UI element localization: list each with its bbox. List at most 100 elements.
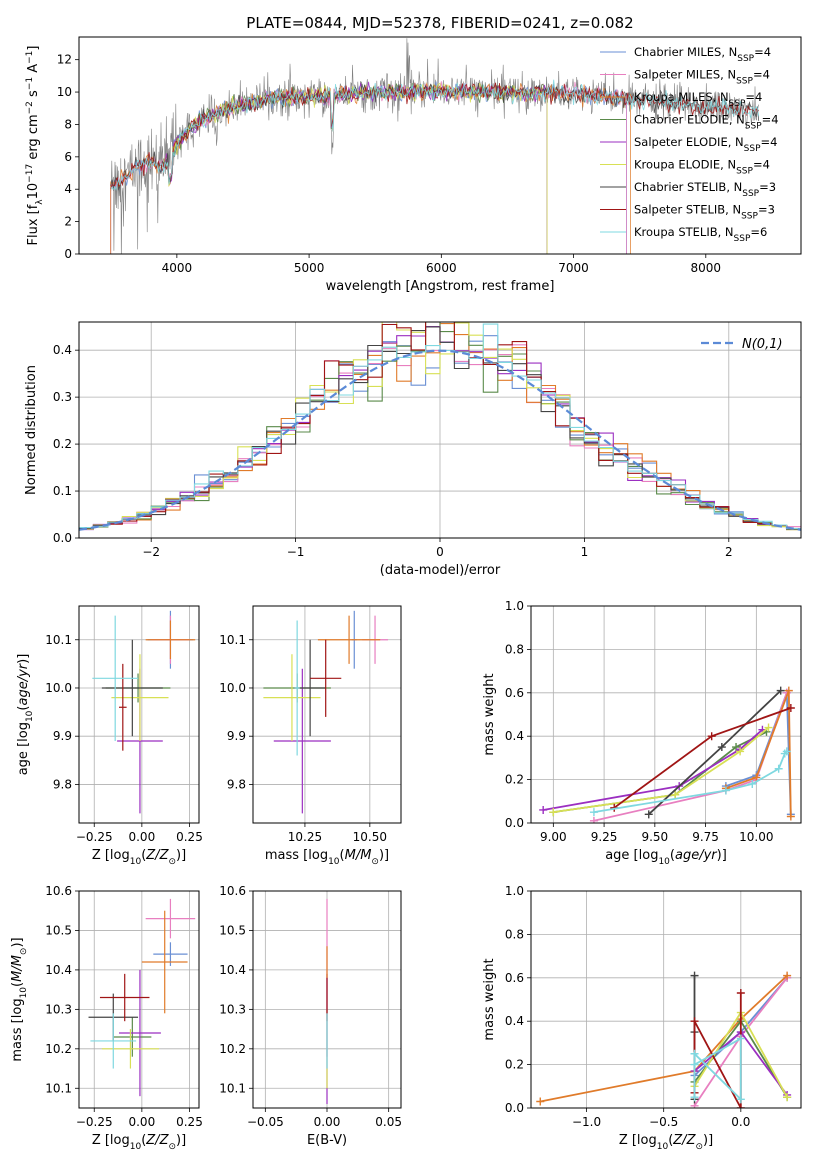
spectrum-panel: 4000 5000 6000 7000 8000 0 2 4 6 8 10 12 wavelength … — [25, 36, 802, 294]
y-tick-label: 10.4 — [219, 963, 246, 977]
y-tick-label: 0.3 — [53, 390, 72, 404]
series-marker — [774, 764, 783, 773]
legend-entry-salpeter-miles: Salpeter MILES, NSSP=4 — [600, 68, 770, 87]
series-marker — [671, 790, 680, 799]
model-kroupa-miles — [110, 82, 631, 254]
x-axis-label: Z [log10(Z/Z⊙)] — [92, 848, 186, 867]
series-marker — [690, 971, 699, 980]
series-marker — [736, 747, 745, 756]
errorbar-kroupa-elodie — [111, 654, 169, 742]
series-salpeter-stelib — [610, 703, 795, 812]
panel-plot — [539, 686, 795, 823]
series-marker — [732, 743, 741, 752]
series-marker — [721, 786, 730, 795]
series-kroupa-elodie — [549, 723, 773, 817]
legend-label: Salpeter STELIB, NSSP=3 — [634, 203, 775, 222]
age-vs-mass-panel: 10.25 10.50 9.8 9.9 10.0 10.1 mass [log10(M/M⊙… — [219, 605, 402, 867]
y-tick-label: 10.6 — [45, 884, 72, 898]
x-tick-label: 0.0 — [731, 1115, 750, 1129]
x-axis-label: E(B-V) — [307, 1133, 347, 1148]
series-marker — [786, 812, 795, 821]
mass-vs-EBV-panel: −0.05 0.00 0.05 10.1 10.2 10.3 10.4 10.5 10.6 E(B… — [219, 884, 402, 1148]
errorbar-salpeter-elodie — [273, 668, 331, 814]
residuals-plot — [79, 322, 801, 531]
y-axis-label: Normed distribution — [24, 365, 39, 495]
model-kroupa-stelib — [110, 79, 760, 191]
panel-plot — [263, 610, 389, 814]
y-tick-label: 8 — [64, 117, 72, 131]
x-tick-label: −0.25 — [76, 1115, 113, 1129]
y-tick-label: 0.2 — [505, 1058, 524, 1072]
x-tick-label: −0.25 — [76, 830, 113, 844]
x-tick-label: 6000 — [426, 261, 457, 275]
y-tick-label: 0.2 — [505, 773, 524, 787]
series-marker — [690, 1049, 699, 1058]
series-marker — [589, 816, 598, 823]
y-tick-label: 0 — [64, 247, 72, 261]
series-marker — [690, 1017, 699, 1026]
y-axis-label: mass weight — [482, 958, 497, 1040]
age-vs-Z-panel: −0.25 0.00 0.25 9.8 9.9 10.0 10.1 Z [log10(Z/Z⊙… — [16, 605, 203, 867]
legend-label: Chabrier ELODIE, NSSP=4 — [634, 113, 779, 132]
x-tick-label: 9.25 — [591, 830, 618, 844]
y-axis-label: mass weight — [482, 673, 497, 755]
legend-entry-kroupa-miles: Kroupa MILES, NSSP=4 — [600, 90, 762, 109]
axes-frame — [530, 605, 802, 824]
series-line — [648, 689, 782, 815]
y-tick-label: 9.9 — [227, 729, 246, 743]
x-tick-label: −0.05 — [247, 1115, 284, 1129]
errorbar-salpeter-miles — [145, 898, 196, 939]
errorbar-chabrier-elodie — [113, 1017, 152, 1057]
y-tick-label: 9.8 — [53, 777, 72, 791]
series-marker — [690, 1093, 699, 1102]
axes-frame — [252, 890, 402, 1109]
y-tick-label: 10.0 — [219, 681, 246, 695]
x-tick-label: 10.00 — [739, 830, 773, 844]
x-axis-label: Z [log10(Z/Z⊙)] — [92, 1133, 186, 1152]
y-tick-label: 9.8 — [227, 777, 246, 791]
axes-frame — [252, 605, 402, 824]
x-axis-label: Z [log10(Z/Z⊙)] — [619, 1133, 713, 1152]
histogram-chabrier-elodie — [79, 322, 801, 530]
errorbar-salpeter-stelib — [119, 663, 127, 751]
panel-plot — [92, 610, 196, 814]
x-tick-label: −1 — [287, 545, 305, 559]
y-axis-label: mass [log10(M/M⊙)] — [10, 937, 29, 1061]
errorbar-kroupa-miles — [145, 620, 196, 660]
x-tick-label: 5000 — [294, 261, 325, 275]
x-tick-label: 0.05 — [375, 1115, 402, 1129]
x-tick-label: 0.25 — [176, 830, 203, 844]
y-tick-label: 6 — [64, 150, 72, 164]
x-tick-label: 4000 — [162, 261, 193, 275]
legend-entry-kroupa-elodie: Kroupa ELODIE, NSSP=4 — [600, 158, 770, 177]
y-tick-label: 0.8 — [505, 927, 524, 941]
y-tick-label: 12 — [57, 53, 72, 67]
y-tick-label: 10.3 — [219, 1002, 246, 1016]
y-tick-label: 10.0 — [45, 681, 72, 695]
y-tick-label: 0.0 — [505, 816, 524, 830]
y-tick-label: 0.2 — [53, 437, 72, 451]
histogram-kroupa-stelib — [79, 323, 801, 530]
x-axis-label: age [log10(age/yr)] — [605, 848, 727, 867]
series-salpeter-elodie — [539, 725, 767, 814]
series-marker — [644, 810, 653, 819]
y-tick-label: 1.0 — [505, 599, 524, 613]
x-tick-label: 1 — [581, 545, 589, 559]
errorbar-kroupa-stelib — [90, 1013, 137, 1069]
series-kroupa-stelib — [589, 747, 791, 817]
y-tick-label: 10.4 — [45, 963, 72, 977]
series-marker — [536, 1097, 545, 1106]
legend-label: Kroupa MILES, NSSP=4 — [634, 90, 762, 109]
x-tick-label: 2 — [725, 545, 733, 559]
series-line — [543, 729, 763, 811]
x-tick-label: 9.75 — [692, 830, 719, 844]
series-marker — [736, 1034, 745, 1043]
x-tick-label: 9.00 — [540, 830, 567, 844]
series-line — [553, 726, 770, 813]
legend-normal-label: N(0,1) — [742, 337, 783, 352]
y-tick-label: 10.5 — [45, 923, 72, 937]
x-tick-label: 0.25 — [176, 1115, 203, 1129]
y-axis-label: Flux [fλ10−17 erg cm−2 s−1 A−1] — [25, 46, 45, 246]
x-tick-label: 8000 — [691, 261, 722, 275]
axes-frame — [78, 605, 200, 824]
